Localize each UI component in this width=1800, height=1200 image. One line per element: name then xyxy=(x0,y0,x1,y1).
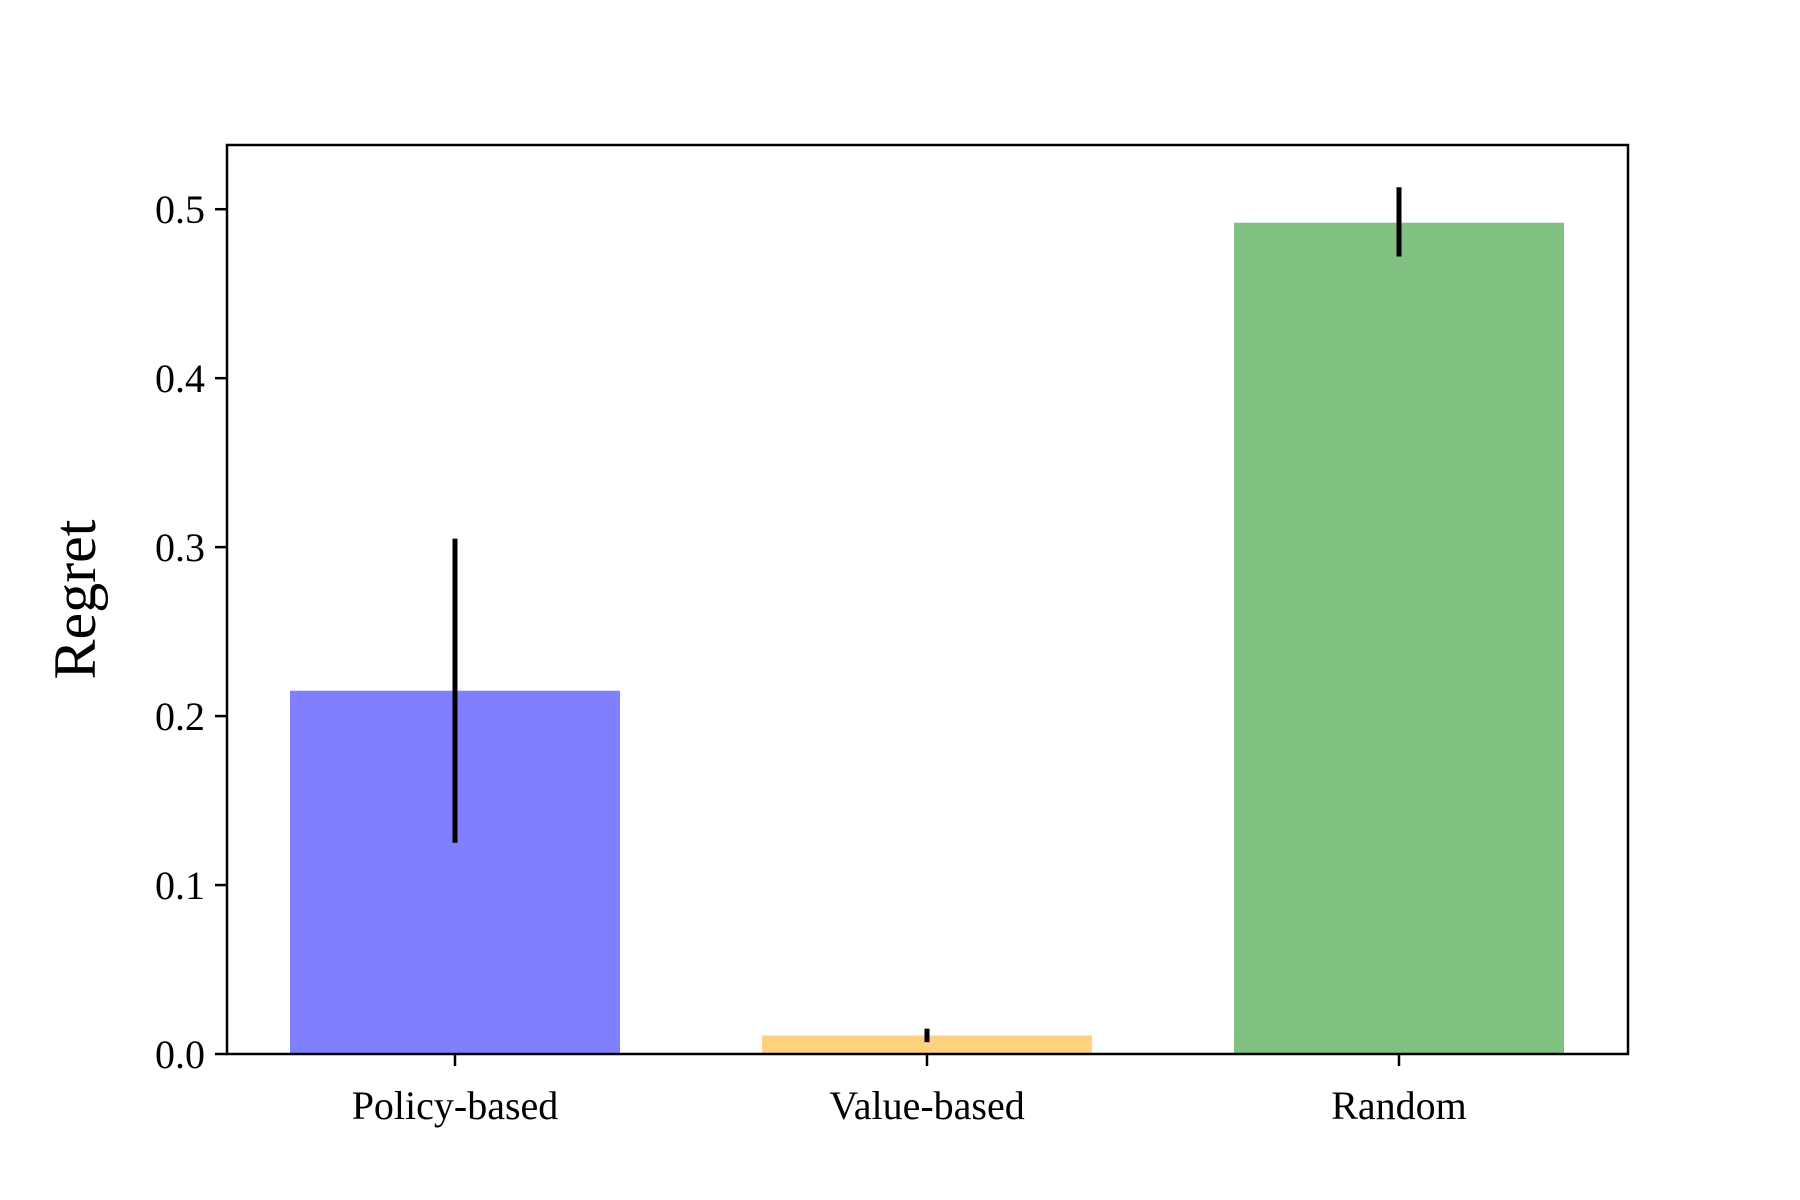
y-axis: 0.0 0.1 0.2 0.3 0.4 0.5 xyxy=(155,187,227,1077)
y-tick-label: 0.5 xyxy=(155,187,205,232)
y-tick-label: 0.2 xyxy=(155,694,205,739)
x-tick-label: Policy-based xyxy=(352,1083,559,1128)
bar-random xyxy=(1234,222,1564,1054)
bar-value-based xyxy=(762,1035,1092,1054)
x-tick-label: Value-based xyxy=(829,1083,1024,1128)
x-axis: Policy-based Value-based Random xyxy=(352,1054,1467,1128)
bars-group xyxy=(290,222,1564,1054)
y-tick-label: 0.3 xyxy=(155,525,205,570)
y-tick-label: 0.1 xyxy=(155,863,205,908)
x-tick-label: Random xyxy=(1331,1083,1467,1128)
error-bars-group xyxy=(452,187,1402,1043)
y-tick-label: 0.0 xyxy=(155,1032,205,1077)
y-axis-label: Regret xyxy=(42,519,108,679)
y-tick-label: 0.4 xyxy=(155,356,205,401)
